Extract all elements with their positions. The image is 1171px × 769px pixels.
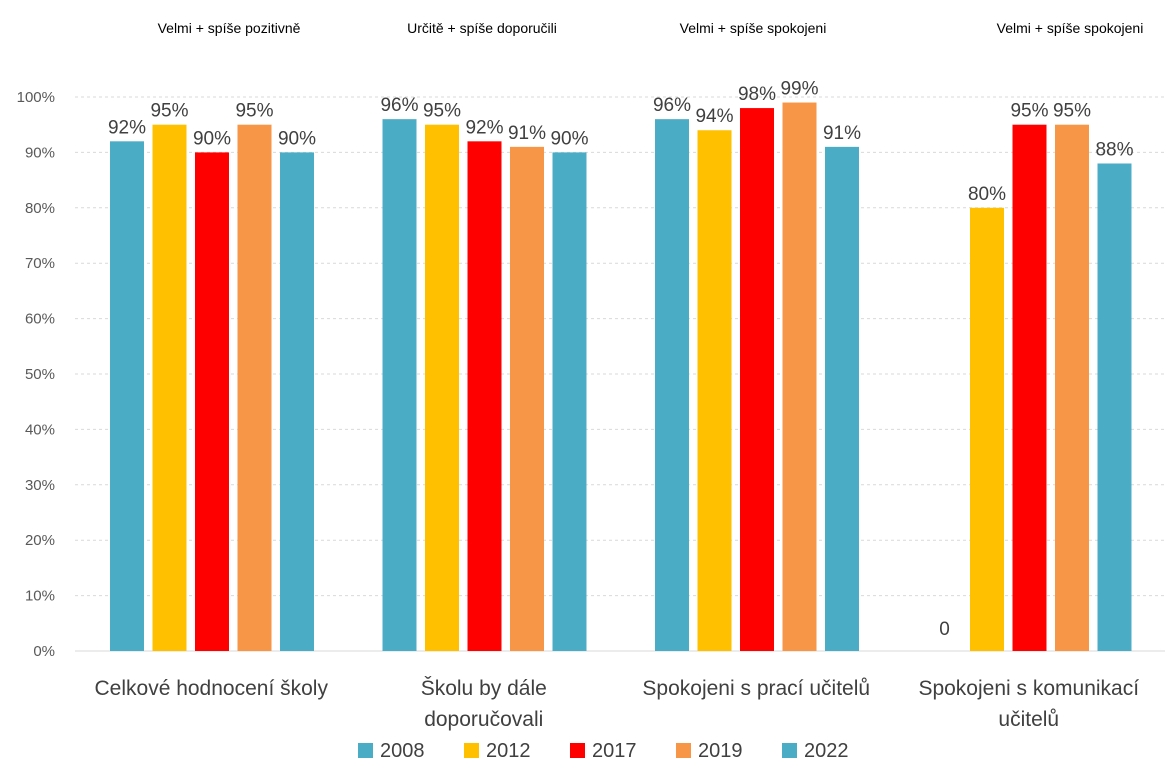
data-label: 91% <box>823 123 861 144</box>
legend-label: 2019 <box>698 740 743 762</box>
legend-swatch <box>570 743 585 758</box>
data-label: 91% <box>508 123 546 144</box>
data-label: 80% <box>968 184 1006 205</box>
data-label: 95% <box>1010 101 1048 122</box>
data-label: 94% <box>695 106 733 127</box>
y-tick-label: 60% <box>25 311 55 328</box>
legend-label: 2012 <box>486 740 531 762</box>
legend-swatch <box>676 743 691 758</box>
y-tick-label: 40% <box>25 421 55 438</box>
bar-2017 <box>740 108 774 651</box>
bar-2012 <box>152 124 187 651</box>
data-label: 96% <box>380 95 418 116</box>
data-label: 99% <box>780 79 818 100</box>
bar-2012 <box>697 130 732 652</box>
data-label: 90% <box>193 128 231 149</box>
bar-2019 <box>510 146 544 652</box>
y-tick-label: 50% <box>25 366 55 383</box>
bar-2022 <box>280 152 314 651</box>
data-label: 90% <box>278 128 316 149</box>
legend-label: 2017 <box>592 740 637 762</box>
bar-2022 <box>1097 163 1132 652</box>
data-label: 92% <box>108 117 146 138</box>
data-label: 98% <box>738 84 776 105</box>
legend-swatch <box>358 743 373 758</box>
bar-2008 <box>110 141 144 651</box>
legend-label: 2022 <box>804 740 849 762</box>
group-title: Velmi + spíše pozitivně <box>158 20 301 36</box>
bar-2019 <box>782 102 817 652</box>
data-label: 95% <box>150 101 188 122</box>
category-label: Celkové hodnocení školy <box>95 677 329 700</box>
category-label: Spokojeni s komunikací <box>918 677 1139 700</box>
bar-2019 <box>237 124 272 651</box>
bar-2022 <box>825 146 859 652</box>
y-tick-label: 70% <box>25 255 55 272</box>
category-label: Školu by dále <box>421 677 547 700</box>
bar-2022 <box>552 152 587 651</box>
data-label: 88% <box>1095 139 1133 160</box>
bar-2008 <box>382 119 417 651</box>
group-title: Velmi + spíše spokojeni <box>997 20 1144 36</box>
group-title: Velmi + spíše spokojeni <box>680 20 827 36</box>
bar-2017 <box>1012 124 1047 651</box>
bar-2017 <box>195 152 229 651</box>
y-tick-label: 30% <box>25 477 55 494</box>
group-title: Určitě + spíše doporučili <box>407 20 557 36</box>
bar-2012 <box>425 124 459 651</box>
legend-swatch <box>782 743 797 758</box>
data-label: 90% <box>550 128 588 149</box>
data-label: 95% <box>1053 101 1091 122</box>
y-tick-label: 0% <box>33 643 55 660</box>
legend-swatch <box>464 743 479 758</box>
category-label: doporučovali <box>424 708 543 731</box>
y-tick-label: 80% <box>25 200 55 217</box>
y-tick-label: 10% <box>25 588 55 605</box>
data-label: 95% <box>423 101 461 122</box>
category-label: učitelů <box>998 708 1059 731</box>
bar-2008 <box>655 119 689 651</box>
legend-label: 2008 <box>380 740 425 762</box>
data-label: 95% <box>235 101 273 122</box>
bar-2019 <box>1055 124 1089 651</box>
data-label: 92% <box>465 117 503 138</box>
y-tick-label: 100% <box>17 89 55 106</box>
bar-2017 <box>467 141 502 651</box>
data-label: 96% <box>653 95 691 116</box>
data-label: 0 <box>939 619 950 640</box>
category-label: Spokojeni s prací učitelů <box>642 677 870 700</box>
y-tick-label: 90% <box>25 144 55 161</box>
y-tick-label: 20% <box>25 532 55 549</box>
bar-2012 <box>970 207 1004 652</box>
